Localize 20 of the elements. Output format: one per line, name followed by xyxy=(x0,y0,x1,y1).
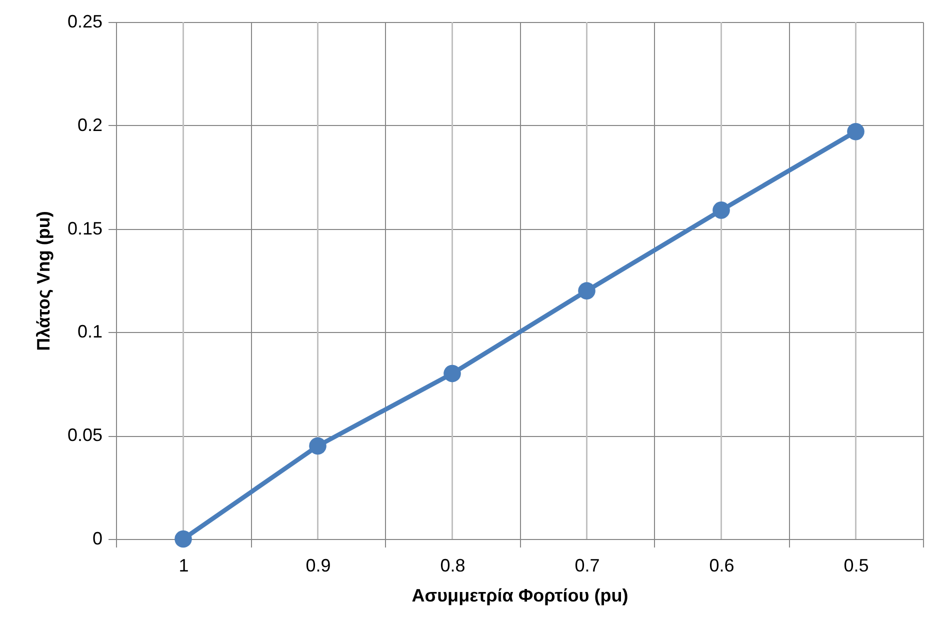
x-tick-label: 0.5 xyxy=(844,556,869,576)
y-tick-label: 0.05 xyxy=(67,425,102,446)
point xyxy=(174,530,192,548)
x-tick-label: 0.9 xyxy=(306,556,331,576)
point xyxy=(847,122,864,140)
x-axis-title: Ασυμμετρία Φορτίου (pu) xyxy=(412,586,628,606)
point xyxy=(309,437,326,455)
x-tick-label: 1 xyxy=(178,556,189,576)
point xyxy=(578,282,596,300)
x-tick-label: 0.7 xyxy=(574,556,600,576)
y-tick-label: 0.2 xyxy=(77,114,102,135)
point xyxy=(444,364,461,382)
y-axis-title: Πλάτος Vng (pu) xyxy=(33,211,54,351)
y-tick-label: 0.15 xyxy=(67,218,102,238)
x-tick-label: 0.8 xyxy=(440,556,466,576)
point xyxy=(712,202,730,219)
y-tick-label: 0.1 xyxy=(77,322,102,342)
y-tick-label: 0 xyxy=(92,528,102,548)
x-tick-label: 0.6 xyxy=(709,556,734,576)
y-tick-label: 0.25 xyxy=(67,12,102,32)
